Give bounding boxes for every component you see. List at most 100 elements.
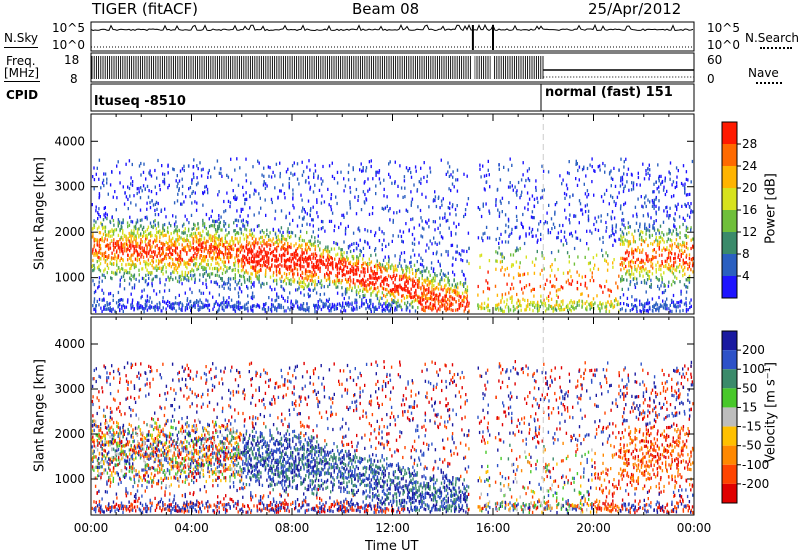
scatter-mark [570, 282, 572, 286]
scatter-mark [563, 230, 566, 234]
scatter-mark [309, 288, 311, 292]
scatter-mark [96, 166, 98, 170]
scatter-mark [290, 269, 292, 273]
scatter-mark [396, 308, 398, 312]
scatter-mark [272, 242, 275, 246]
scatter-mark [636, 183, 638, 187]
scatter-mark [269, 166, 271, 170]
scatter-mark [589, 229, 591, 233]
scatter-mark [252, 165, 254, 169]
scatter-mark [181, 231, 183, 235]
scatter-mark [192, 245, 194, 250]
scatter-mark [176, 174, 178, 178]
scatter-mark [283, 258, 286, 262]
scatter-mark [634, 240, 636, 244]
scatter-mark [184, 306, 187, 310]
scatter-mark [394, 300, 396, 304]
scatter-mark [192, 172, 195, 176]
scatter-mark [141, 252, 143, 257]
scatter-mark [644, 222, 646, 226]
scatter-mark [255, 264, 257, 268]
scatter-mark [250, 296, 253, 300]
scatter-mark [133, 263, 135, 267]
scatter-mark [446, 287, 449, 291]
scatter-mark [266, 241, 268, 245]
scatter-mark [482, 164, 484, 168]
scatter-mark [485, 225, 488, 229]
scatter-mark [365, 307, 367, 311]
scatter-mark [618, 237, 620, 241]
scatter-mark [442, 299, 445, 303]
scatter-mark [463, 249, 465, 253]
scatter-mark [131, 180, 134, 184]
scatter-mark [281, 264, 283, 268]
scatter-mark [125, 237, 127, 241]
scatter-mark [96, 251, 98, 255]
scatter-mark [456, 308, 459, 312]
scatter-mark [544, 282, 547, 286]
scatter-mark [629, 225, 631, 229]
scatter-mark [136, 241, 139, 245]
scatter-mark [246, 239, 248, 243]
scatter-mark [392, 299, 394, 303]
scatter-mark [607, 262, 609, 266]
scatter-mark [440, 287, 442, 291]
scatter-mark [184, 245, 186, 249]
scatter-mark [468, 309, 470, 313]
scatter-mark [584, 281, 587, 285]
scatter-mark [411, 197, 414, 201]
scatter-mark [208, 224, 211, 229]
scatter-mark [218, 234, 220, 238]
scatter-mark [239, 301, 241, 305]
scatter-mark [129, 267, 131, 271]
scatter-mark [452, 203, 454, 207]
scatter-mark [354, 307, 356, 311]
scatter-mark [591, 180, 593, 184]
scatter-mark [604, 164, 606, 168]
scatter-mark [211, 209, 213, 213]
scatter-mark [266, 232, 268, 237]
scatter-mark [253, 257, 255, 261]
scatter-mark [419, 208, 422, 213]
scatter-mark [614, 184, 617, 188]
scatter-mark [110, 308, 113, 312]
cpid-mode-1: ltuseq -8510 [94, 94, 186, 109]
scatter-mark [287, 277, 289, 281]
scatter-mark [510, 231, 513, 235]
scatter-mark [148, 250, 150, 254]
date-label: 25/Apr/2012 [588, 0, 682, 18]
scatter-mark [119, 298, 121, 302]
scatter-mark [237, 264, 240, 268]
scatter-mark [165, 233, 167, 237]
scatter-mark [312, 273, 315, 277]
scatter-mark [166, 230, 169, 234]
scatter-mark [408, 267, 411, 271]
scatter-mark [645, 281, 648, 285]
scatter-mark [530, 289, 532, 293]
scatter-mark [606, 268, 609, 272]
scatter-mark [568, 255, 570, 259]
scatter-mark [575, 162, 577, 166]
scatter-mark [245, 307, 247, 311]
scatter-mark [278, 253, 281, 257]
scatter-mark [179, 260, 182, 264]
scatter-mark [658, 309, 660, 313]
scatter-mark [584, 210, 587, 214]
scatter-mark [314, 236, 316, 240]
scatter-mark [251, 296, 254, 301]
scatter-mark [567, 305, 569, 310]
scatter-mark [639, 222, 641, 226]
scatter-mark [244, 280, 246, 284]
scatter-mark [623, 160, 625, 164]
scatter-mark [309, 294, 311, 298]
scatter-mark [264, 235, 267, 239]
scatter-mark [594, 169, 596, 173]
scatter-mark [409, 309, 411, 313]
scatter-mark [106, 303, 108, 307]
scatter-mark [142, 255, 145, 259]
scatter-mark [218, 238, 220, 242]
scatter-mark [290, 171, 292, 175]
scatter-mark [179, 251, 182, 255]
scatter-mark [167, 226, 169, 230]
scatter-mark [250, 233, 252, 237]
